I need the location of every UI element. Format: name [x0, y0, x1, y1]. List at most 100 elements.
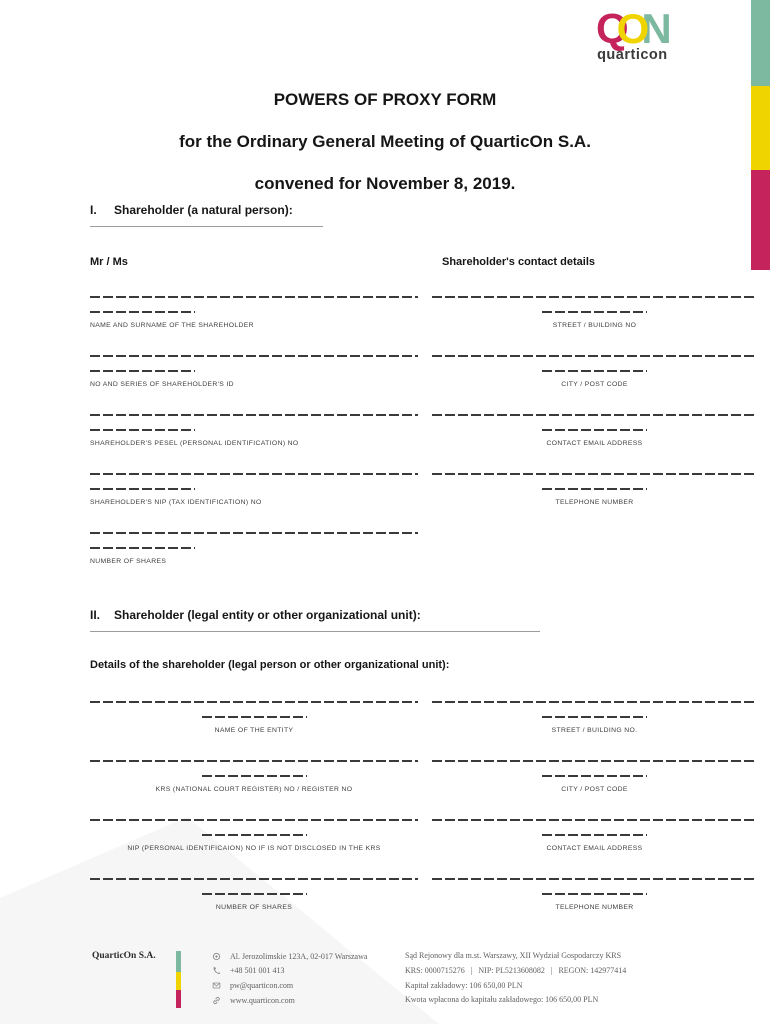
form-field: NAME AND SURNAME OF THE SHAREHOLDER [90, 296, 418, 355]
write-in-line [90, 355, 418, 357]
email-icon [212, 981, 221, 990]
write-in-line [90, 878, 418, 880]
field-label: SHAREHOLDER'S NIP (TAX IDENTIFICATION) N… [90, 499, 262, 506]
field-label: CONTACT EMAIL ADDRESS [546, 845, 643, 852]
logo-letter-n: N [641, 5, 671, 52]
location-icon [212, 952, 221, 961]
footer-legal-line: Sąd Rejonowy dla m.st. Warszawy, XII Wyd… [405, 951, 622, 960]
write-in-line [432, 296, 757, 298]
edge-bar-green [751, 0, 770, 86]
write-in-line [90, 819, 418, 821]
section-2-number: II. [90, 608, 101, 622]
field-label: TELEPHONE NUMBER [555, 904, 634, 911]
field-label: NO AND SERIES OF SHAREHOLDER'S ID [90, 381, 234, 388]
form-field: CONTACT EMAIL ADDRESS [432, 819, 757, 878]
write-in-line [432, 473, 757, 475]
field-label: NUMBER OF SHARES [215, 904, 293, 911]
field-label: CONTACT EMAIL ADDRESS [546, 440, 643, 447]
write-in-line-continued [542, 775, 647, 777]
brand-edge-bars [751, 0, 770, 270]
write-in-line-continued [201, 893, 307, 895]
footer-legal-line: KRS: 0000715276 | NIP: PL5213608082 | RE… [405, 965, 627, 975]
field-label: KRS (NATIONAL COURT REGISTER) NO / REGIS… [155, 786, 353, 793]
write-in-line [432, 878, 757, 880]
section-1-title: Shareholder (a natural person): [114, 203, 293, 217]
write-in-line-continued [90, 488, 195, 490]
title-line-2: for the Ordinary General Meeting of Quar… [179, 132, 591, 151]
footer-contact-row: Al. Jerozolimskie 123A, 02-017 Warszawa [212, 949, 367, 964]
form-field: NAME OF THE ENTITY [90, 701, 418, 760]
section-2-title: Shareholder (legal entity or other organ… [114, 608, 421, 622]
section-2-left-fields: NAME OF THE ENTITY KRS (NATIONAL COURT RE… [90, 701, 418, 937]
write-in-line [90, 296, 418, 298]
write-in-line [90, 532, 418, 534]
quarticon-logo-mark: QON [596, 5, 672, 52]
write-in-line [90, 701, 418, 703]
write-in-line [432, 701, 757, 703]
footer-contact-text: +48 501 001 413 [230, 966, 285, 976]
section-2-heading: II. Shareholder (legal entity or other or… [90, 608, 421, 622]
write-in-line [90, 473, 418, 475]
column-header-mr-ms: Mr / Ms [90, 256, 128, 268]
footer-contact-row: +48 501 001 413 [212, 964, 367, 979]
footer-contact-text: www.quarticon.com [230, 995, 295, 1005]
form-field: TELEPHONE NUMBER [432, 878, 757, 937]
write-in-line-continued [542, 370, 647, 372]
field-label: TELEPHONE NUMBER [555, 499, 634, 506]
write-in-line-continued [542, 488, 647, 490]
write-in-line-continued [201, 775, 307, 777]
title-line-1: POWERS OF PROXY FORM [273, 90, 497, 109]
footer-contact-text: Al. Jerozolimskie 123A, 02-017 Warszawa [230, 951, 368, 961]
write-in-line [432, 414, 757, 416]
section-1-number: I. [90, 203, 97, 217]
form-field: CONTACT EMAIL ADDRESS [432, 414, 757, 473]
form-field: NIP (PERSONAL IDENTIFICAION) NO IF IS NO… [90, 819, 418, 878]
section-1-heading: I. Shareholder (a natural person): [90, 203, 293, 217]
field-label: NAME OF THE ENTITY [214, 727, 294, 734]
write-in-line-continued [542, 716, 647, 718]
edge-bar-yellow [751, 86, 770, 170]
footer-bar-crimson [176, 990, 181, 1008]
write-in-line-continued [201, 716, 307, 718]
form-field: NUMBER OF SHARES [90, 878, 418, 937]
footer-contact-text: pw@quarticon.com [230, 980, 294, 990]
footer-contact-row: pw@quarticon.com [212, 978, 367, 993]
column-header-contact-details: Shareholder's contact details [442, 256, 595, 268]
footer-legal-line: Kwota wpłacona do kapitału zakładowego: … [405, 995, 599, 1005]
field-label: CITY / POST CODE [561, 381, 628, 388]
edge-bar-crimson [751, 170, 770, 270]
phone-icon [212, 966, 221, 975]
logo-letter-o: O [616, 5, 650, 52]
quarticon-logo: QON quarticon [596, 5, 672, 64]
write-in-line [432, 355, 757, 357]
write-in-line [432, 819, 757, 821]
form-field: TELEPHONE NUMBER [432, 473, 757, 532]
section-2-subheading: Details of the shareholder (legal person… [90, 659, 450, 671]
footer-legal-line: Kapitał zakładowy: 106 650,00 PLN [405, 980, 523, 990]
write-in-line-continued [90, 311, 195, 313]
field-label: NAME AND SURNAME OF THE SHAREHOLDER [90, 322, 254, 329]
write-in-line-continued [90, 429, 195, 431]
footer-contact-list: Al. Jerozolimskie 123A, 02-017 Warszawa +… [212, 949, 367, 1007]
field-label: NIP (PERSONAL IDENTIFICAION) NO IF IS NO… [127, 845, 381, 852]
form-field: KRS (NATIONAL COURT REGISTER) NO / REGIS… [90, 760, 418, 819]
write-in-line [432, 760, 757, 762]
section-1-left-fields: NAME AND SURNAME OF THE SHAREHOLDER NO AN… [90, 296, 418, 591]
footer-brand-bar [176, 951, 181, 1008]
write-in-line-continued [542, 893, 647, 895]
footer-company-name: QuarticOn S.A. [92, 951, 156, 961]
field-label: SHAREHOLDER'S PESEL (PERSONAL IDENTIFICA… [90, 440, 299, 447]
section-1-underline [90, 226, 323, 227]
form-field: SHAREHOLDER'S NIP (TAX IDENTIFICATION) N… [90, 473, 418, 532]
section-2-underline [90, 631, 540, 632]
write-in-line [90, 414, 418, 416]
link-icon [212, 996, 221, 1005]
footer-contact-row: www.quarticon.com [212, 993, 367, 1008]
section-1-right-fields: STREET / BUILDING NO CITY / POST CODE CONT… [432, 296, 757, 532]
form-field: STREET / BUILDING NO. [432, 701, 757, 760]
field-label: STREET / BUILDING NO [552, 322, 637, 329]
section-2-right-fields: STREET / BUILDING NO. CITY / POST CODE CON… [432, 701, 757, 937]
write-in-line-continued [542, 834, 647, 836]
field-label: NUMBER OF SHARES [90, 558, 167, 565]
